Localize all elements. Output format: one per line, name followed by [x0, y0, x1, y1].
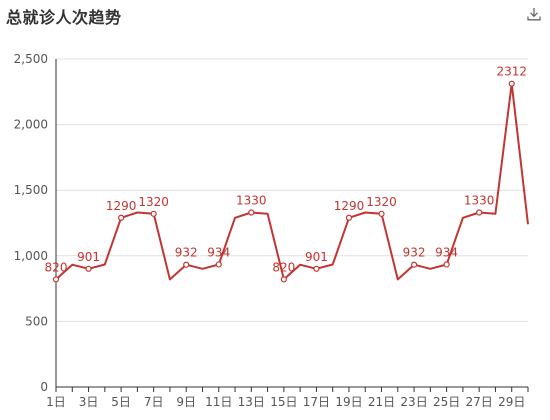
data-label: 1320 [366, 195, 397, 209]
x-tick-label: 15日 [270, 395, 297, 409]
data-point [183, 261, 190, 268]
data-label: 1320 [138, 195, 169, 209]
y-tick-label: 1,500 [14, 183, 48, 197]
data-label: 1290 [334, 199, 365, 213]
data-label: 901 [305, 250, 328, 264]
data-point [313, 265, 320, 272]
data-point [52, 276, 60, 283]
data-point [378, 210, 385, 217]
x-tick-label: 1日 [46, 395, 66, 409]
x-tick-label: 19日 [335, 395, 362, 409]
x-tick-label: 3日 [79, 395, 99, 409]
data-point [280, 276, 287, 283]
x-tick-label: 27日 [466, 395, 493, 409]
data-label: 820 [45, 260, 68, 274]
data-label: 934 [207, 245, 230, 259]
x-tick-label: 9日 [176, 395, 196, 409]
data-point [118, 214, 125, 221]
y-tick-label: 1,000 [14, 249, 48, 263]
x-tick-label: 11日 [205, 395, 232, 409]
data-label: 1330 [464, 194, 495, 208]
x-tick-label: 23日 [400, 395, 427, 409]
data-point [476, 209, 483, 216]
x-tick-label: 29日 [498, 395, 525, 409]
data-label: 820 [272, 260, 295, 274]
data-point [215, 261, 222, 268]
x-tick-label: 21日 [368, 395, 395, 409]
x-tick-label: 5日 [111, 395, 131, 409]
data-point [443, 261, 450, 268]
data-point [85, 265, 92, 272]
data-point [345, 214, 353, 221]
y-tick-label: 2,500 [14, 52, 48, 66]
data-point [150, 210, 157, 217]
data-label: 932 [175, 246, 198, 260]
data-label: 1330 [236, 194, 267, 208]
y-tick-label: 2,000 [14, 118, 48, 132]
download-icon[interactable] [526, 6, 542, 22]
data-point [410, 261, 418, 268]
data-point [248, 209, 255, 216]
chart-title: 总就诊人次趋势 [6, 8, 122, 27]
x-tick-label: 13日 [238, 395, 265, 409]
x-tick-label: 7日 [144, 395, 164, 409]
y-tick-label: 500 [25, 314, 48, 328]
data-label: 1290 [106, 199, 137, 213]
data-label: 901 [77, 250, 100, 264]
data-label: 934 [435, 245, 458, 259]
series-line [55, 82, 529, 281]
y-tick-label: 0 [40, 380, 48, 394]
data-label: 932 [403, 246, 426, 260]
x-tick-label: 17日 [303, 395, 330, 409]
x-tick-label: 25日 [433, 395, 460, 409]
data-label: 2312 [496, 65, 527, 79]
data-point [508, 80, 515, 87]
